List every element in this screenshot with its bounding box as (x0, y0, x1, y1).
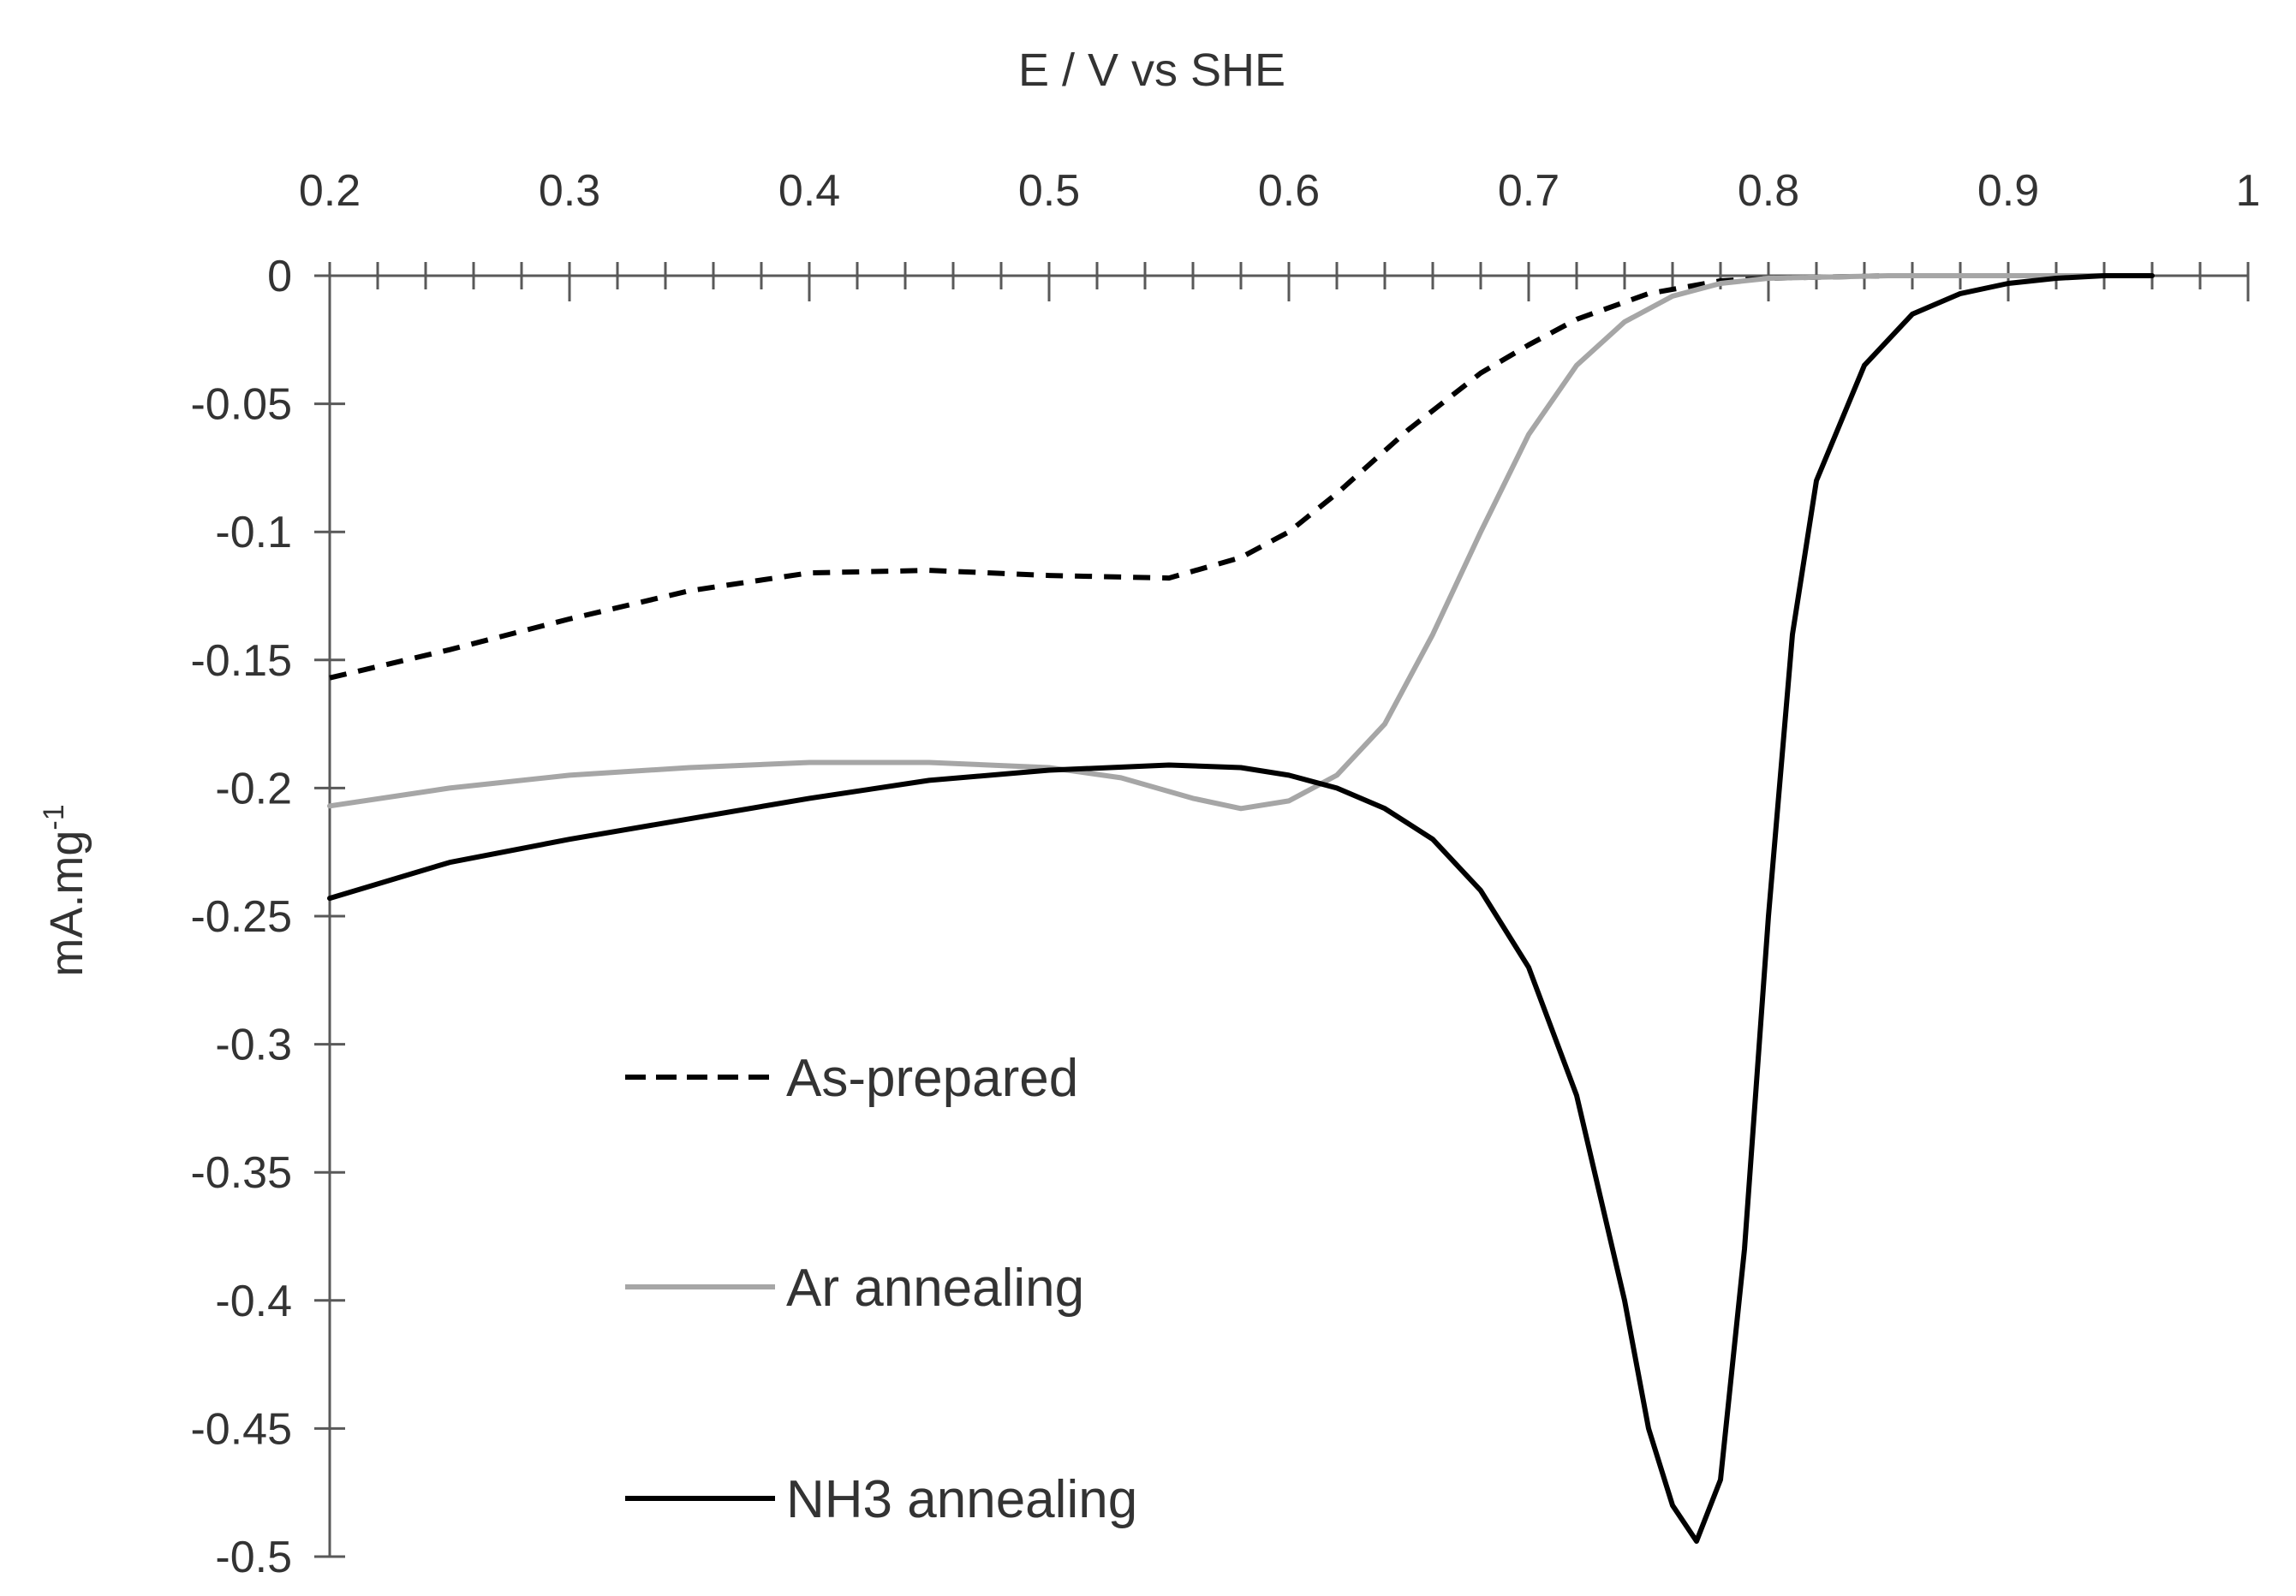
x-tick-label: 0.5 (1018, 166, 1080, 216)
x-axis-title: E / V vs SHE (1018, 45, 1285, 96)
y-tick-label: -0.45 (190, 1404, 292, 1454)
y-tick-label: -0.5 (215, 1533, 292, 1582)
x-tick-label: 0.2 (299, 166, 361, 216)
series-line-nh3-annealing (327, 273, 2155, 1544)
x-tick-label: 0.3 (539, 166, 600, 216)
y-axis-title: mA.mg-1 (38, 804, 92, 976)
svg-text:mA.mg-1: mA.mg-1 (38, 804, 92, 976)
y-axis-title-superscript: -1 (38, 804, 70, 830)
x-tick-label: 0.6 (1258, 166, 1320, 216)
x-tick-label: 0.9 (1977, 166, 2039, 216)
series-layer (327, 273, 2155, 1544)
y-tick-label: -0.1 (215, 508, 292, 557)
legend-label: As-prepared (786, 1049, 1078, 1108)
y-tick-label: -0.35 (190, 1148, 292, 1198)
y-tick-label: -0.2 (215, 764, 292, 813)
series-line-as-prepared (329, 273, 2128, 681)
y-tick-label: -0.4 (215, 1277, 292, 1326)
x-tick-label: 0.4 (778, 166, 840, 216)
legend-label: Ar annealing (786, 1259, 1084, 1318)
y-tick-label: -0.05 (190, 380, 292, 430)
y-tick-label: -0.25 (190, 892, 292, 942)
x-tick-label: 0.8 (1738, 166, 1799, 216)
y-tick-label: 0 (267, 252, 292, 301)
legend: As-prepared Ar annealing NH3 annealing (625, 1049, 1137, 1529)
y-axis-title-main: mA.mg (41, 831, 92, 977)
legend-label: NH3 annealing (786, 1470, 1137, 1529)
y-tick-label: -0.15 (190, 636, 292, 686)
series-line-ar-annealing (327, 273, 2131, 812)
x-tick-label: 1 (2236, 166, 2261, 216)
axes: 0.2 0.3 0.4 0.5 0.6 0.7 0.8 0.9 1 0 -0.05 -0.1 -0.15… (190, 166, 2260, 1582)
x-tick-label: 0.7 (1498, 166, 1559, 216)
y-tick-label: -0.3 (215, 1021, 292, 1070)
